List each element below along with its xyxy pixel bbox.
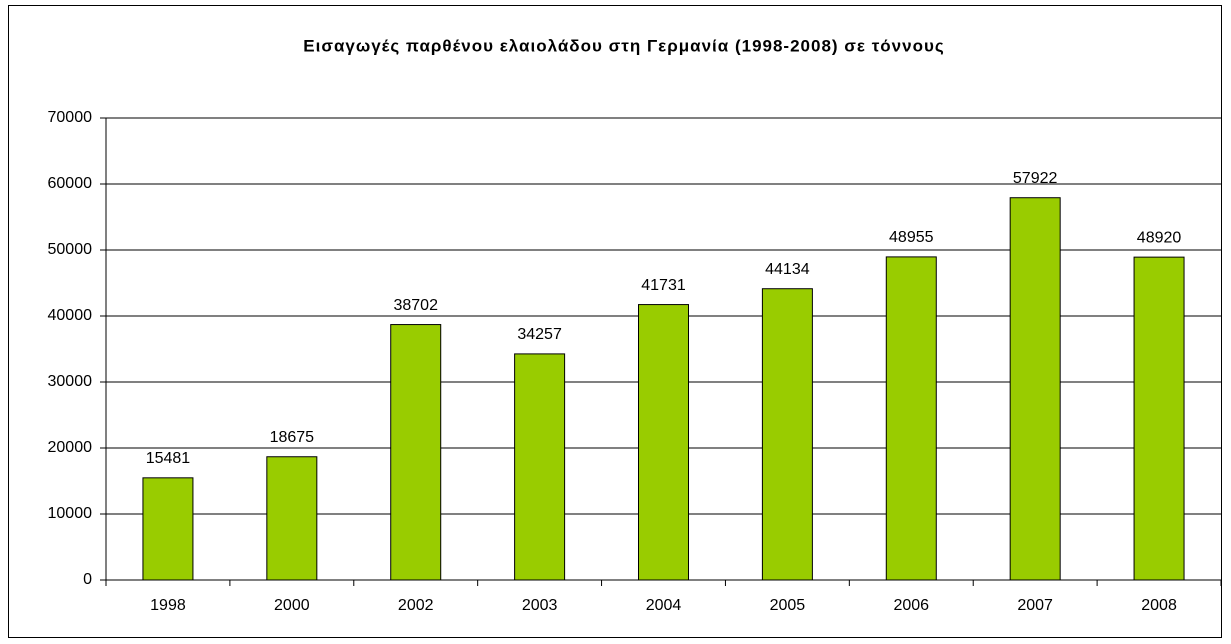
data-label: 48955 — [889, 229, 934, 246]
y-tick-label: 70000 — [48, 109, 93, 126]
data-label: 38702 — [393, 297, 438, 314]
x-tick-label: 2008 — [1141, 597, 1177, 614]
bar — [638, 304, 689, 581]
bar — [1009, 197, 1061, 581]
data-label: 44134 — [765, 261, 810, 278]
x-tick-label: 2006 — [893, 597, 929, 614]
bar — [142, 477, 194, 581]
data-label: 34257 — [517, 326, 562, 343]
data-label: 57922 — [1013, 170, 1058, 187]
y-tick-label: 40000 — [48, 307, 93, 324]
bar — [885, 256, 937, 581]
x-tick-label: 2002 — [398, 597, 434, 614]
data-label: 48920 — [1137, 229, 1182, 246]
x-tick-label: 2003 — [522, 597, 558, 614]
y-tick-label: 50000 — [48, 241, 93, 258]
y-tick-label: 20000 — [48, 439, 93, 456]
bar — [761, 288, 813, 581]
bar — [390, 324, 442, 581]
x-tick-label: 1998 — [150, 597, 186, 614]
y-tick-label: 0 — [83, 571, 92, 588]
x-tick-label: 2007 — [1017, 597, 1053, 614]
y-tick-label: 10000 — [48, 505, 93, 522]
x-tick-label: 2000 — [274, 597, 310, 614]
y-tick-label: 60000 — [48, 175, 93, 192]
data-label: 41731 — [641, 277, 686, 294]
bar — [1133, 256, 1185, 581]
data-label: 15481 — [146, 450, 191, 467]
x-tick-label: 2005 — [770, 597, 806, 614]
bar — [266, 456, 318, 581]
data-label: 18675 — [270, 429, 315, 446]
x-tick-label: 2004 — [646, 597, 682, 614]
bar — [514, 353, 566, 581]
chart-title: Εισαγωγές παρθένου ελαιολάδου στη Γερμαν… — [303, 36, 944, 55]
y-tick-label: 30000 — [48, 373, 93, 390]
